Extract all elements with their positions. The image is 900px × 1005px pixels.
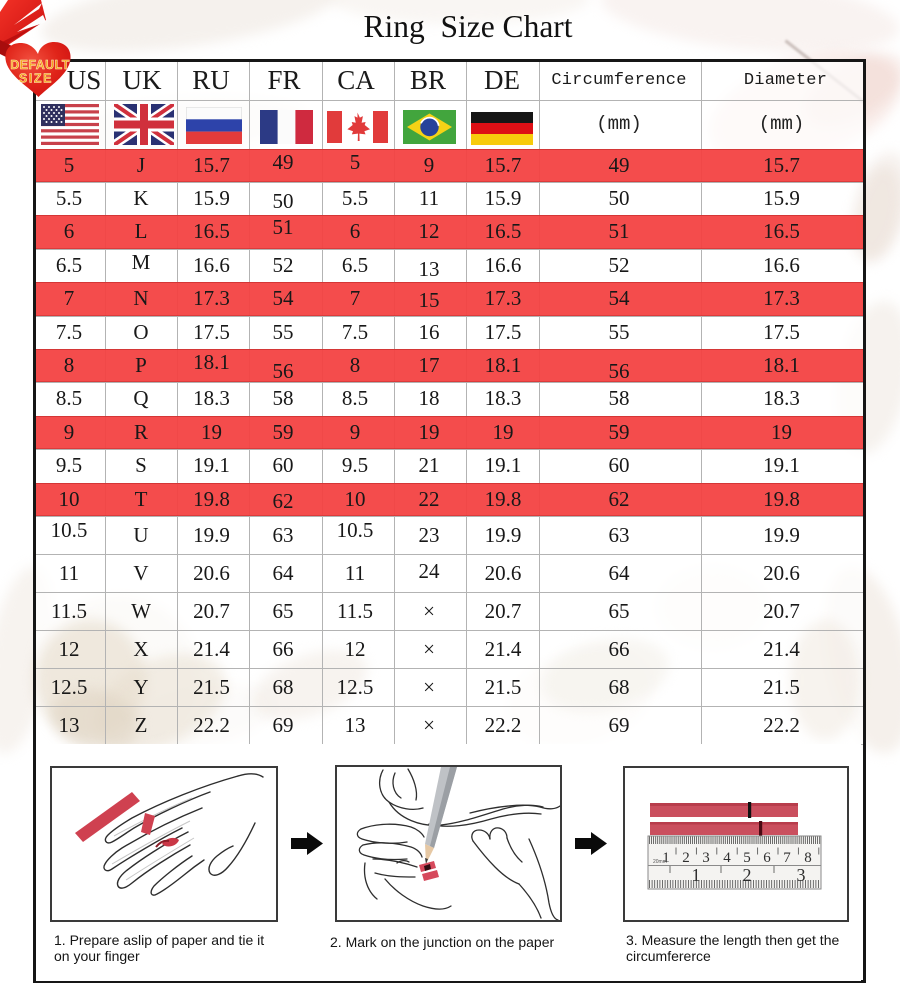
svg-text:8: 8	[804, 850, 812, 866]
svg-text:7: 7	[783, 850, 791, 866]
svg-text:4: 4	[723, 850, 731, 866]
svg-text:DEFAULT: DEFAULT	[10, 58, 70, 72]
svg-text:3: 3	[797, 865, 806, 885]
svg-text:2: 2	[743, 865, 752, 885]
svg-text:SIZE: SIZE	[19, 72, 53, 86]
svg-text:1: 1	[662, 850, 670, 866]
svg-text:20mm: 20mm	[653, 859, 667, 865]
svg-text:2: 2	[682, 850, 690, 866]
svg-text:3: 3	[702, 850, 710, 866]
svg-text:6: 6	[763, 850, 771, 866]
svg-text:1: 1	[692, 865, 701, 885]
svg-text:5: 5	[743, 850, 751, 866]
